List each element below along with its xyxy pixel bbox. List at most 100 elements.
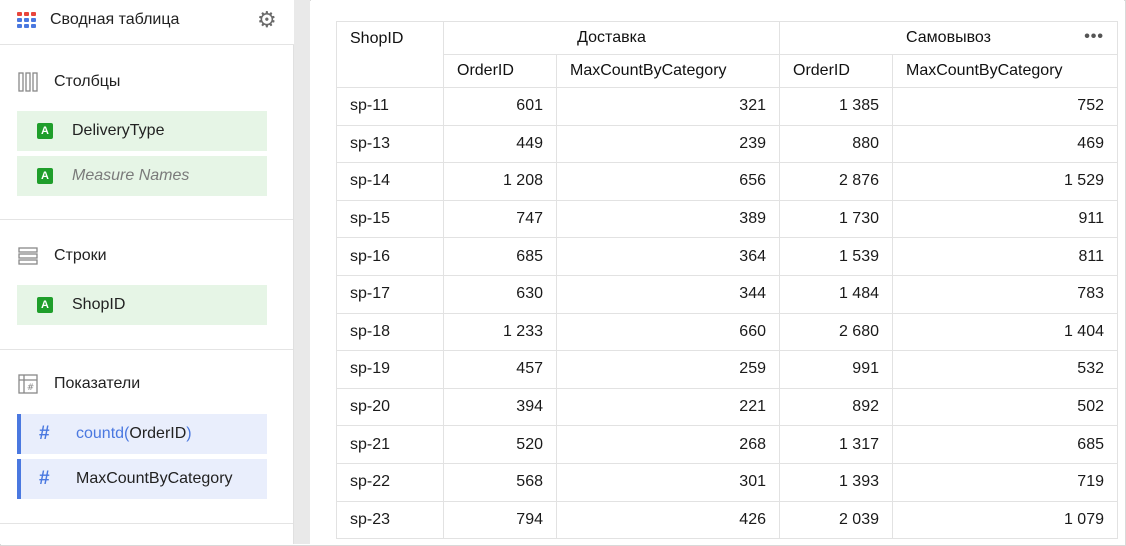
string-type-icon: A: [37, 168, 53, 184]
value-cell: 630: [443, 274, 557, 314]
value-cell: 364: [556, 237, 780, 276]
value-cell: 719: [892, 462, 1118, 502]
value-cell: 389: [556, 199, 780, 239]
value-cell: 239: [556, 124, 780, 164]
svg-text:#: #: [27, 383, 35, 393]
value-cell: 568: [443, 462, 557, 502]
table-row: sp-15 747 389 1 730 911: [336, 199, 1118, 239]
table-row: sp-20 394 221 892 502: [336, 387, 1118, 427]
value-cell: 2 876: [779, 162, 893, 201]
row-header-shopid[interactable]: ShopID: [336, 21, 444, 88]
row-label-cell: sp-11: [336, 87, 444, 126]
value-cell: 2 039: [779, 500, 893, 540]
value-cell: 221: [556, 387, 780, 427]
table-row: sp-21 520 268 1 317 685: [336, 425, 1118, 464]
row-label-cell: sp-19: [336, 350, 444, 389]
field-label: countd(OrderID): [76, 425, 192, 442]
table-row: sp-22 568 301 1 393 719: [336, 462, 1118, 502]
value-cell: 794: [443, 500, 557, 540]
value-cell: 502: [892, 387, 1118, 427]
value-cell: 1 730: [779, 199, 893, 239]
row-label-cell: sp-14: [336, 162, 444, 201]
measure-header[interactable]: MaxCountByCategory: [556, 54, 780, 88]
value-cell: 880: [779, 124, 893, 164]
value-cell: 301: [556, 462, 780, 502]
value-cell: 344: [556, 274, 780, 314]
field-label: MaxCountByCategory: [76, 470, 233, 487]
value-cell: 601: [443, 87, 557, 126]
row-label-cell: sp-23: [336, 500, 444, 540]
value-cell: 911: [892, 199, 1118, 239]
table-row: sp-18 1 233 660 2 680 1 404: [336, 312, 1118, 352]
section-title-measures: Показатели: [54, 375, 141, 392]
value-cell: 752: [892, 87, 1118, 126]
group-header-label: Самовывоз: [906, 29, 991, 46]
value-cell: 469: [892, 124, 1118, 164]
pivot-body: sp-11 601 321 1 385 752 sp-13 449 239 880 469 sp-1…: [336, 87, 1118, 540]
value-cell: 449: [443, 124, 557, 164]
section-title-rows: Строки: [54, 247, 107, 264]
field-chip-shopid[interactable]: A ShopID: [17, 285, 267, 325]
group-header-pickup[interactable]: Самовывоз •••: [779, 21, 1118, 55]
string-type-icon: A: [37, 123, 53, 139]
value-cell: 660: [556, 312, 780, 352]
section-title-columns: Столбцы: [54, 73, 121, 90]
field-chip-measure-names[interactable]: A Measure Names: [17, 156, 267, 196]
value-cell: 1 404: [892, 312, 1118, 352]
columns-icon: [18, 72, 38, 92]
value-cell: 811: [892, 237, 1118, 276]
value-cell: 394: [443, 387, 557, 427]
visualization-selector[interactable]: Сводная таблица ⚙: [0, 0, 308, 45]
measures-icon: #: [18, 374, 38, 394]
row-label-cell: sp-18: [336, 312, 444, 352]
table-row: sp-13 449 239 880 469: [336, 124, 1118, 164]
value-cell: 1 317: [779, 425, 893, 464]
value-cell: 1 393: [779, 462, 893, 502]
field-label: Measure Names: [72, 167, 190, 184]
value-cell: 457: [443, 350, 557, 389]
value-cell: 2 680: [779, 312, 893, 352]
more-dots-icon[interactable]: •••: [1084, 28, 1104, 45]
value-cell: 747: [443, 199, 557, 239]
value-cell: 1 385: [779, 87, 893, 126]
field-chip-deliverytype[interactable]: A DeliveryType: [17, 111, 267, 151]
row-label-cell: sp-22: [336, 462, 444, 502]
group-header-delivery[interactable]: Доставка: [443, 21, 780, 55]
row-label-cell: sp-20: [336, 387, 444, 427]
value-cell: 892: [779, 387, 893, 427]
number-type-icon: #: [39, 423, 50, 444]
pivot-table-icon: [17, 12, 39, 29]
measure-header[interactable]: OrderID: [779, 54, 893, 88]
value-cell: 685: [892, 425, 1118, 464]
field-chip-maxcountbycategory[interactable]: # MaxCountByCategory: [17, 459, 267, 499]
rows-icon: [18, 247, 38, 265]
value-cell: 532: [892, 350, 1118, 389]
value-cell: 426: [556, 500, 780, 540]
row-label-cell: sp-17: [336, 274, 444, 314]
table-row: sp-17 630 344 1 484 783: [336, 274, 1118, 314]
field-chip-countd-orderid[interactable]: # countd(OrderID): [17, 414, 267, 454]
row-label-cell: sp-21: [336, 425, 444, 464]
value-cell: 321: [556, 87, 780, 126]
measure-header[interactable]: MaxCountByCategory: [892, 54, 1118, 88]
row-label-cell: sp-13: [336, 124, 444, 164]
measure-header[interactable]: OrderID: [443, 54, 557, 88]
row-label-cell: sp-16: [336, 237, 444, 276]
string-type-icon: A: [37, 297, 53, 313]
table-row: sp-16 685 364 1 539 811: [336, 237, 1118, 276]
value-cell: 685: [443, 237, 557, 276]
field-label: ShopID: [72, 296, 126, 313]
visualization-title: Сводная таблица: [50, 11, 180, 28]
value-cell: 1 233: [443, 312, 557, 352]
value-cell: 520: [443, 425, 557, 464]
value-cell: 1 539: [779, 237, 893, 276]
value-cell: 268: [556, 425, 780, 464]
number-type-icon: #: [39, 468, 50, 489]
value-cell: 259: [556, 350, 780, 389]
divider: [0, 219, 293, 220]
pivot-table: ShopID Доставка Самовывоз ••• OrderID Ma…: [336, 21, 1118, 540]
gear-icon[interactable]: ⚙: [257, 7, 277, 32]
divider: [0, 523, 293, 524]
value-cell: 1 079: [892, 500, 1118, 540]
panel-scrollbar[interactable]: [294, 0, 310, 544]
